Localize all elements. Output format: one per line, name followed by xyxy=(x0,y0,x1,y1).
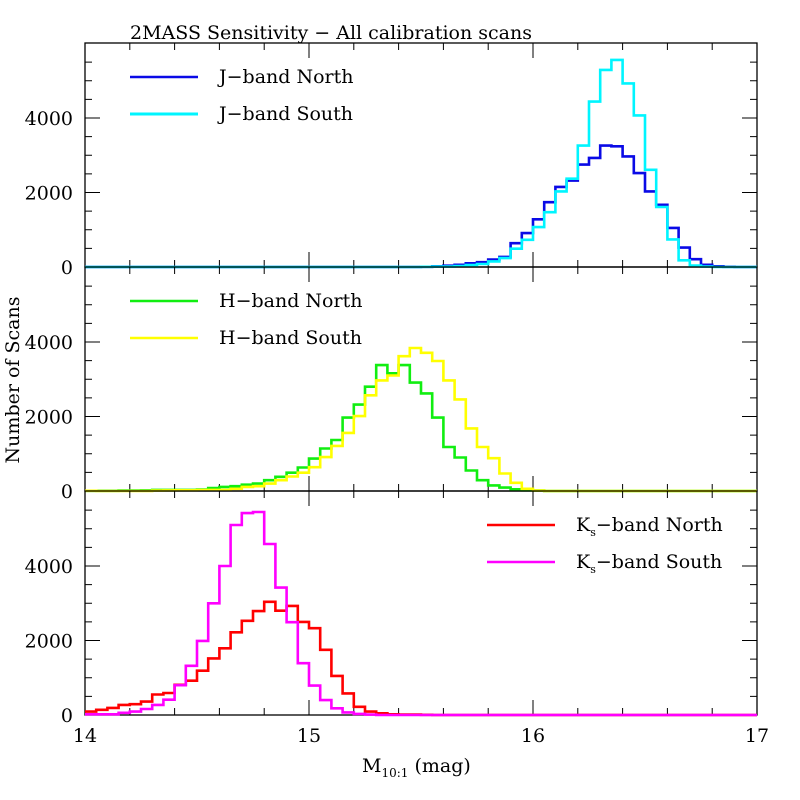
x-tick-label: 16 xyxy=(521,725,545,747)
y-tick-label: 0 xyxy=(61,705,73,727)
histogram-h-band-north xyxy=(85,363,757,493)
x-axis-label: M10:1 (mag) xyxy=(362,755,471,780)
legend-label: Ks−band North xyxy=(576,514,723,539)
panels: 0 2000 4000 J−band North J−band South 0 2000 40… xyxy=(25,42,769,747)
x-axis-label-suffix: (mag) xyxy=(408,755,470,777)
panel-h-band: 0 2000 4000 H−band North H−band South xyxy=(25,266,758,503)
y-tick-label: 2000 xyxy=(25,407,73,429)
legend-label: H−band North xyxy=(219,290,362,312)
x-tick-label: 14 xyxy=(73,725,97,747)
y-tick-label: 0 xyxy=(61,481,73,503)
y-tick-label: 0 xyxy=(61,257,73,279)
legend-label: J−band South xyxy=(217,103,353,125)
histogram-ks-band-north xyxy=(85,600,757,717)
histogram-h-band-south xyxy=(85,346,757,493)
panel-ks-band: 0 2000 4000 Ks−band North Ks−band South xyxy=(25,490,758,727)
histogram-j-band-south xyxy=(85,58,757,269)
y-tick-label: 2000 xyxy=(25,183,73,205)
y-axis-label: Number of Scans xyxy=(2,297,24,464)
x-tick-label: 17 xyxy=(745,725,769,747)
legend-label: J−band North xyxy=(217,66,353,88)
x-axis-label-main: M xyxy=(362,755,381,777)
histogram-ks-band-south xyxy=(85,510,757,717)
panel-j-band: 0 2000 4000 J−band North J−band South xyxy=(25,42,758,279)
x-tick-label: 15 xyxy=(297,725,321,747)
chart-title: 2MASS Sensitivity − All calibration scan… xyxy=(130,22,532,44)
y-tick-label: 4000 xyxy=(25,108,73,130)
y-tick-label: 4000 xyxy=(25,332,73,354)
x-axis-label-subscript: 10:1 xyxy=(381,766,408,780)
legend-label: Ks−band South xyxy=(576,551,722,576)
y-tick-label: 2000 xyxy=(25,631,73,653)
y-tick-label: 4000 xyxy=(25,556,73,578)
legend-label: H−band South xyxy=(219,327,362,349)
